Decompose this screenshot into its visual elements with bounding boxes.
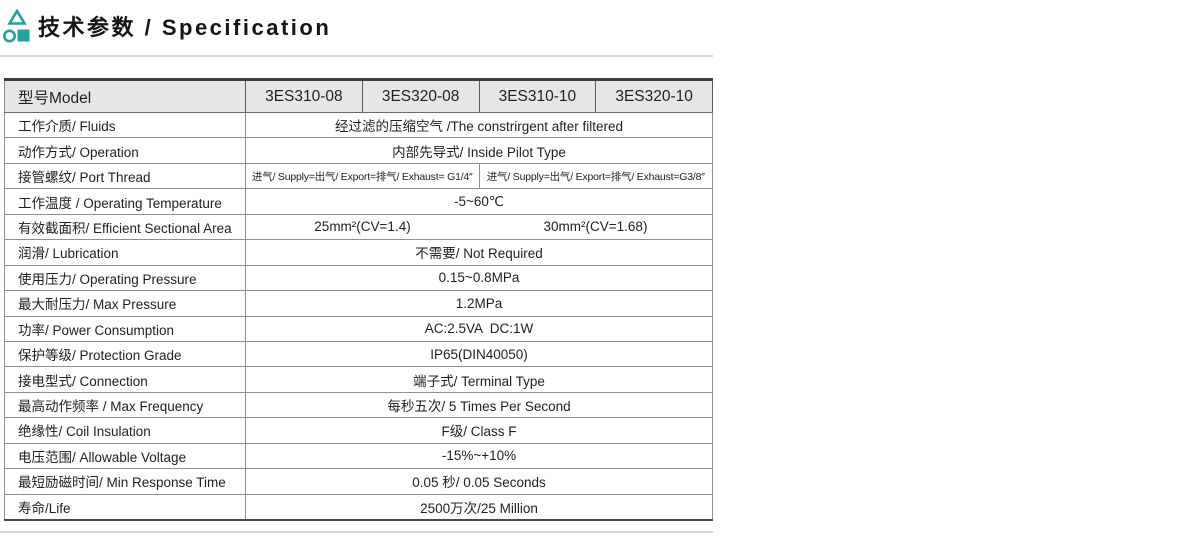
table-row: 工作温度 / Operating Temperature -5~60℃ xyxy=(4,188,713,215)
param-value: AC:2.5VA DC:1W xyxy=(245,316,713,342)
param-label: 绝缘性/ Coil Insulation xyxy=(4,417,246,444)
table-row: 功率/ Power Consumption AC:2.5VA DC:1W xyxy=(4,316,713,342)
table-row: 最大耐压力/ Max Pressure 1.2MPa xyxy=(4,290,713,317)
table-row: 保护等级/ Protection Grade IP65(DIN40050) xyxy=(4,341,713,368)
section-header: 技术参数 / Specification xyxy=(3,8,331,44)
param-value: -15%~+10% xyxy=(245,443,713,470)
section-marker-icon xyxy=(3,8,30,43)
param-label: 工作温度 / Operating Temperature xyxy=(4,188,246,215)
param-label: 保护等级/ Protection Grade xyxy=(4,341,246,368)
param-label: 动作方式/ Operation xyxy=(4,137,246,164)
param-label: 有效截面积/ Efficient Sectional Area xyxy=(4,214,246,241)
table-row: 润滑/ Lubrication 不需要/ Not Required xyxy=(4,239,713,266)
param-value: 每秒五次/ 5 Times Per Second xyxy=(245,392,713,419)
model-header-row: 型号Model 3ES310-08 3ES320-08 3ES310-10 3E… xyxy=(4,79,713,113)
param-value: F级/ Class F xyxy=(245,417,713,444)
param-value-right: 30mm²(CV=1.68) xyxy=(479,214,713,241)
model-column-header: 3ES310-10 xyxy=(479,79,597,113)
model-column-header: 3ES310-08 xyxy=(245,79,363,113)
param-label: 电压范围/ Allowable Voltage xyxy=(4,443,246,470)
table-row: 接管螺纹/ Port Thread 进气/ Supply=出气/ Export=排… xyxy=(4,163,713,190)
param-label: 最高动作频率 / Max Frequency xyxy=(4,392,246,419)
param-value: 1.2MPa xyxy=(245,290,713,317)
param-value: -5~60℃ xyxy=(245,188,713,215)
param-value: 0.05 秒/ 0.05 Seconds xyxy=(245,468,713,495)
model-column-header: 3ES320-10 xyxy=(595,79,713,113)
spec-table: 型号Model 3ES310-08 3ES320-08 3ES310-10 3E… xyxy=(4,78,713,521)
param-label: 寿命/Life xyxy=(4,494,246,521)
param-value: 不需要/ Not Required xyxy=(245,239,713,266)
param-value: 内部先导式/ Inside Pilot Type xyxy=(245,137,713,164)
param-label: 润滑/ Lubrication xyxy=(4,239,246,266)
table-row: 接电型式/ Connection 端子式/ Terminal Type xyxy=(4,366,713,393)
table-row: 绝缘性/ Coil Insulation F级/ Class F xyxy=(4,417,713,444)
model-header-label: 型号Model xyxy=(4,79,246,113)
param-label: 最大耐压力/ Max Pressure xyxy=(4,290,246,317)
param-value: IP65(DIN40050) xyxy=(245,341,713,368)
param-label: 接电型式/ Connection xyxy=(4,366,246,393)
table-row: 寿命/Life 2500万次/25 Million xyxy=(4,494,713,521)
param-label: 接管螺纹/ Port Thread xyxy=(4,163,246,190)
param-value: 2500万次/25 Million xyxy=(245,494,713,521)
param-value-left: 进气/ Supply=出气/ Export=排气/ Exhaust= G1/4″ xyxy=(245,163,480,190)
param-value: 经过滤的压缩空气 /The constrirgent after filtere… xyxy=(245,112,713,139)
param-label: 使用压力/ Operating Pressure xyxy=(4,265,246,292)
param-value: 0.15~0.8MPa xyxy=(245,265,713,292)
table-row: 最高动作频率 / Max Frequency 每秒五次/ 5 Times Per … xyxy=(4,392,713,419)
param-label: 功率/ Power Consumption xyxy=(4,316,246,342)
table-row: 动作方式/ Operation 内部先导式/ Inside Pilot Type xyxy=(4,137,713,164)
table-row: 使用压力/ Operating Pressure 0.15~0.8MPa xyxy=(4,265,713,292)
page-title: 技术参数 / Specification xyxy=(38,15,332,40)
param-value-right: 进气/ Supply=出气/ Export=排气/ Exhaust=G3/8″ xyxy=(479,163,713,190)
param-value: 端子式/ Terminal Type xyxy=(245,366,713,393)
param-label: 工作介质/ Fluids xyxy=(4,112,246,139)
param-value-left: 25mm²(CV=1.4) xyxy=(245,214,479,241)
table-row: 最短励磁时间/ Min Response Time 0.05 秒/ 0.05 Se… xyxy=(4,468,713,495)
model-column-header: 3ES320-08 xyxy=(362,79,480,113)
table-row: 工作介质/ Fluids 经过滤的压缩空气 /The constrirgent a… xyxy=(4,112,713,139)
bottom-divider xyxy=(0,531,713,533)
param-label: 最短励磁时间/ Min Response Time xyxy=(4,468,246,495)
table-row: 有效截面积/ Efficient Sectional Area 25mm²(CV=… xyxy=(4,214,713,241)
table-row: 电压范围/ Allowable Voltage -15%~+10% xyxy=(4,443,713,470)
top-divider xyxy=(0,55,713,57)
